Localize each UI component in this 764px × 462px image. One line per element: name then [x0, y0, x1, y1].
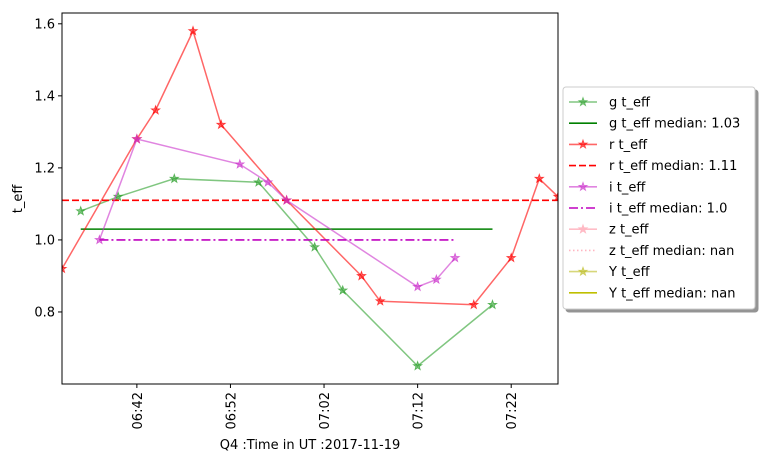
data-point: [62, 263, 68, 274]
plot-area: [61, 12, 559, 385]
legend-item: i t_eff median: 1.0: [569, 202, 727, 217]
data-point: [487, 299, 498, 310]
data-point: [468, 299, 480, 310]
data-point: [281, 194, 293, 205]
data-point: [187, 25, 199, 36]
series-i-t-eff: [93, 133, 461, 292]
y-axis-label: t_eff: [11, 184, 26, 214]
legend-swatch-star: [577, 181, 589, 192]
data-point: [168, 172, 180, 184]
x-tick-label: 07:02: [318, 392, 333, 429]
data-point: [131, 133, 143, 144]
data-point: [75, 205, 87, 216]
data-point: [533, 172, 545, 184]
x-tick-label: 07:22: [505, 392, 520, 429]
data-point: [253, 176, 264, 187]
series-r-t-eff: [62, 25, 558, 310]
series-line: [80, 177, 493, 368]
data-point: [430, 273, 442, 285]
data-point: [215, 118, 227, 130]
legend-label: g t_eff: [609, 96, 651, 111]
data-point: [262, 176, 274, 187]
y-tick-label: 1.0: [34, 233, 55, 248]
x-tick-label: 06:52: [224, 392, 239, 429]
legend-label: g t_eff median: 1.03: [609, 117, 740, 132]
x-tick-label: 07:12: [412, 392, 427, 429]
legend-swatch-star: [577, 96, 589, 107]
data-point: [374, 295, 386, 306]
legend-label: i t_eff median: 1.0: [609, 202, 727, 217]
legend-label: Y t_eff: [608, 265, 651, 280]
legend-item: z t_eff median: nan: [569, 244, 734, 259]
data-point: [449, 252, 461, 263]
legend-item: i t_eff: [569, 180, 646, 195]
y-tick-label: 1.4: [34, 89, 55, 104]
series-layer: [62, 25, 558, 371]
legend-box: [562, 86, 756, 310]
data-point: [309, 241, 321, 252]
y-axis: 0.8 1.0 1.2 1.4 1.6: [34, 17, 62, 320]
legend-swatch-star: [577, 223, 589, 234]
legend-item: g t_eff: [569, 96, 651, 111]
x-axis-label: Q4 :Time in UT :2017-11-19: [220, 438, 400, 453]
data-point: [412, 360, 424, 371]
legend-item: Y t_eff: [569, 265, 651, 280]
legend-item: Y t_eff median: nan: [569, 286, 735, 301]
legend-label: z t_eff median: nan: [609, 244, 734, 259]
y-tick-label: 1.6: [34, 17, 55, 32]
data-point: [552, 190, 558, 202]
legend-item: r t_eff: [569, 138, 648, 153]
x-axis: 06:42 06:52 07:02 07:12 07:22: [131, 384, 520, 429]
legend-label: Y t_eff median: nan: [608, 286, 735, 301]
legend-swatch-star: [577, 138, 589, 150]
legend-item: z t_eff: [569, 223, 650, 238]
legend-label: z t_eff: [609, 223, 650, 238]
legend-label: i t_eff: [609, 180, 646, 195]
legend-swatch-star: [577, 265, 589, 277]
x-tick-label: 06:42: [131, 392, 146, 429]
legend-item: r t_eff median: 1.11: [569, 159, 737, 174]
y-tick-label: 0.8: [34, 305, 55, 320]
data-point: [505, 252, 517, 263]
series-g-t-eff: [75, 172, 498, 371]
data-point: [356, 270, 367, 281]
legend-item: g t_eff median: 1.03: [569, 117, 740, 132]
data-point: [412, 281, 424, 292]
data-point: [150, 104, 162, 115]
data-point: [112, 190, 124, 202]
plot-frame: [61, 12, 559, 385]
data-point: [234, 158, 246, 169]
legend-label: r t_eff median: 1.11: [609, 159, 737, 174]
legend-label: r t_eff: [609, 138, 648, 153]
series-line: [98, 138, 456, 288]
series-line: [62, 28, 558, 306]
y-tick-label: 1.2: [34, 161, 55, 176]
data-point: [337, 284, 349, 295]
